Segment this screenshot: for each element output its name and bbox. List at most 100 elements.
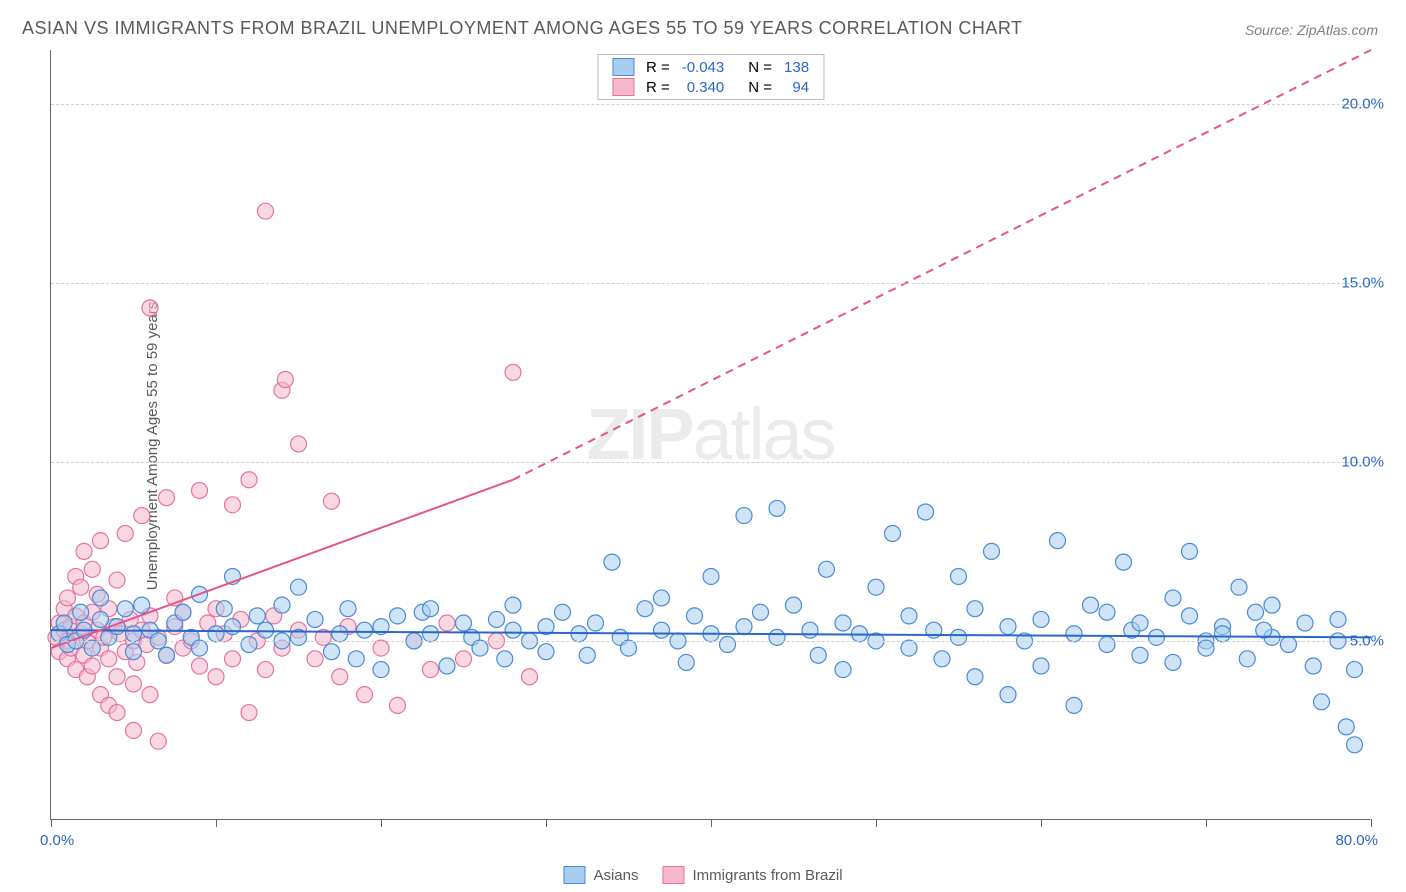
- data-point: [951, 629, 967, 645]
- data-point: [1083, 597, 1099, 613]
- data-point: [786, 597, 802, 613]
- source-label: Source: ZipAtlas.com: [1245, 22, 1378, 38]
- data-point: [835, 615, 851, 631]
- x-tick: [51, 819, 52, 827]
- data-point: [1215, 626, 1231, 642]
- scatter-svg: [51, 50, 1371, 820]
- legend-swatch-b: [663, 866, 685, 884]
- data-point: [769, 500, 785, 516]
- data-point: [439, 615, 455, 631]
- data-point: [225, 497, 241, 513]
- data-point: [159, 647, 175, 663]
- data-point: [348, 651, 364, 667]
- x-tick: [1371, 819, 1372, 827]
- data-point: [1000, 687, 1016, 703]
- gridline: [51, 283, 1370, 284]
- y-tick-label: 20.0%: [1341, 95, 1384, 112]
- data-point: [472, 640, 488, 656]
- data-point: [918, 504, 934, 520]
- x-tick: [381, 819, 382, 827]
- data-point: [258, 203, 274, 219]
- data-point: [505, 597, 521, 613]
- data-point: [1182, 608, 1198, 624]
- legend-swatch-a: [563, 866, 585, 884]
- data-point: [101, 651, 117, 667]
- data-point: [1099, 604, 1115, 620]
- data-point: [802, 622, 818, 638]
- data-point: [1033, 658, 1049, 674]
- data-point: [505, 622, 521, 638]
- data-point: [1305, 658, 1321, 674]
- data-point: [159, 490, 175, 506]
- data-point: [225, 619, 241, 635]
- data-point: [1231, 579, 1247, 595]
- data-point: [175, 604, 191, 620]
- data-point: [208, 626, 224, 642]
- data-point: [357, 687, 373, 703]
- data-point: [1330, 611, 1346, 627]
- x-tick: [1206, 819, 1207, 827]
- data-point: [1050, 533, 1066, 549]
- data-point: [423, 662, 439, 678]
- data-point: [637, 601, 653, 617]
- data-point: [249, 608, 265, 624]
- y-tick-label: 10.0%: [1341, 453, 1384, 470]
- data-point: [621, 640, 637, 656]
- data-point: [357, 622, 373, 638]
- data-point: [60, 590, 76, 606]
- x-tick: [546, 819, 547, 827]
- trend-line: [513, 50, 1371, 480]
- data-point: [1165, 590, 1181, 606]
- data-point: [769, 629, 785, 645]
- legend-item-b: Immigrants from Brazil: [663, 866, 843, 884]
- data-point: [93, 611, 109, 627]
- data-point: [258, 662, 274, 678]
- data-point: [505, 364, 521, 380]
- data-point: [291, 579, 307, 595]
- data-point: [1066, 697, 1082, 713]
- data-point: [134, 508, 150, 524]
- data-point: [901, 640, 917, 656]
- data-point: [456, 615, 472, 631]
- data-point: [522, 669, 538, 685]
- series-legend: Asians Immigrants from Brazil: [563, 866, 842, 884]
- data-point: [117, 525, 133, 541]
- data-point: [1297, 615, 1313, 631]
- data-point: [423, 601, 439, 617]
- data-point: [373, 662, 389, 678]
- data-point: [192, 640, 208, 656]
- data-point: [142, 687, 158, 703]
- data-point: [1347, 737, 1363, 753]
- data-point: [109, 669, 125, 685]
- gridline: [51, 641, 1370, 642]
- data-point: [423, 626, 439, 642]
- legend-label-b: Immigrants from Brazil: [693, 867, 843, 884]
- data-point: [934, 651, 950, 667]
- x-tick: [1041, 819, 1042, 827]
- data-point: [192, 483, 208, 499]
- data-point: [1116, 554, 1132, 570]
- data-point: [76, 543, 92, 559]
- data-point: [984, 543, 1000, 559]
- data-point: [588, 615, 604, 631]
- data-point: [84, 658, 100, 674]
- data-point: [109, 705, 125, 721]
- data-point: [720, 637, 736, 653]
- data-point: [497, 651, 513, 667]
- data-point: [216, 601, 232, 617]
- data-point: [489, 611, 505, 627]
- plot-area: ZIPatlas R = -0.043 N = 138 R = 0.340 N …: [50, 50, 1370, 820]
- data-point: [73, 604, 89, 620]
- data-point: [1033, 611, 1049, 627]
- data-point: [340, 601, 356, 617]
- data-point: [967, 669, 983, 685]
- data-point: [736, 508, 752, 524]
- data-point: [324, 493, 340, 509]
- data-point: [150, 733, 166, 749]
- data-point: [736, 619, 752, 635]
- data-point: [126, 644, 142, 660]
- data-point: [84, 640, 100, 656]
- data-point: [1338, 719, 1354, 735]
- data-point: [579, 647, 595, 663]
- data-point: [291, 436, 307, 452]
